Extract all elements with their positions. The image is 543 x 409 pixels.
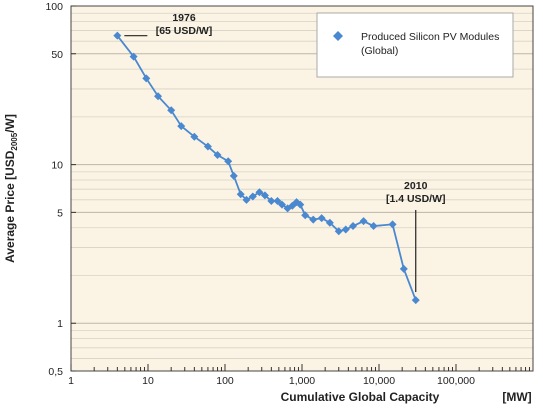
data-point [349, 222, 358, 231]
data-point [388, 220, 397, 229]
data-point [317, 214, 326, 223]
y-tick-label: 5 [57, 207, 63, 219]
y-tick-label: 100 [45, 1, 63, 13]
legend-box [316, 12, 514, 78]
data-point [309, 215, 318, 224]
data-point [113, 31, 122, 40]
y-tick-label: 1 [57, 318, 63, 330]
legend: Produced Silicon PV Modules (Global) [316, 12, 514, 78]
data-point [203, 142, 212, 151]
x-tick-label: 10 [142, 375, 154, 387]
data-point [154, 92, 163, 101]
legend-marker [333, 31, 343, 41]
data-point [267, 196, 276, 205]
y-tick-label: 10 [51, 160, 63, 172]
data-point [334, 227, 343, 236]
data-point [325, 218, 334, 227]
x-tick-label: 10,000 [363, 375, 395, 387]
data-point [242, 195, 251, 204]
data-point [399, 264, 408, 273]
data-point [229, 171, 238, 180]
data-point [369, 222, 378, 231]
legend-label: Produced Silicon PV Modules [361, 31, 499, 43]
data-point [177, 122, 186, 131]
x-axis-unit-label: [MW] [502, 390, 531, 404]
data-point [341, 225, 350, 234]
data-point [260, 191, 269, 200]
data-point [248, 192, 257, 201]
data-point [273, 196, 282, 205]
annotation-1976: 1976 [172, 12, 196, 24]
x-tick-label: 100,000 [437, 375, 475, 387]
data-point [224, 157, 233, 166]
data-point [296, 200, 305, 209]
x-tick-label: 1 [68, 375, 74, 387]
y-tick-label: 0,5 [48, 366, 63, 378]
data-point [411, 296, 420, 305]
data-point [129, 52, 138, 61]
x-tick-label: 100 [216, 375, 234, 387]
data-point [359, 217, 368, 226]
x-tick-label: 1,000 [289, 375, 315, 387]
data-point [167, 106, 176, 115]
y-axis-title: Average Price [USD2005/W] [3, 114, 19, 263]
data-point [236, 190, 245, 199]
x-axis-title: Cumulative Global Capacity [281, 390, 440, 404]
data-point [213, 150, 222, 159]
data-point [278, 200, 287, 209]
data-point [190, 132, 199, 141]
data-point [301, 211, 310, 220]
legend-label: (Global) [361, 45, 398, 57]
annotation-2010: 2010 [404, 180, 428, 192]
y-tick-label: 50 [51, 49, 63, 61]
data-point [142, 74, 151, 83]
data-point [255, 188, 264, 197]
annotation-1976: [65 USD/W] [156, 25, 213, 37]
annotation-2010: [1.4 USD/W] [386, 193, 446, 205]
